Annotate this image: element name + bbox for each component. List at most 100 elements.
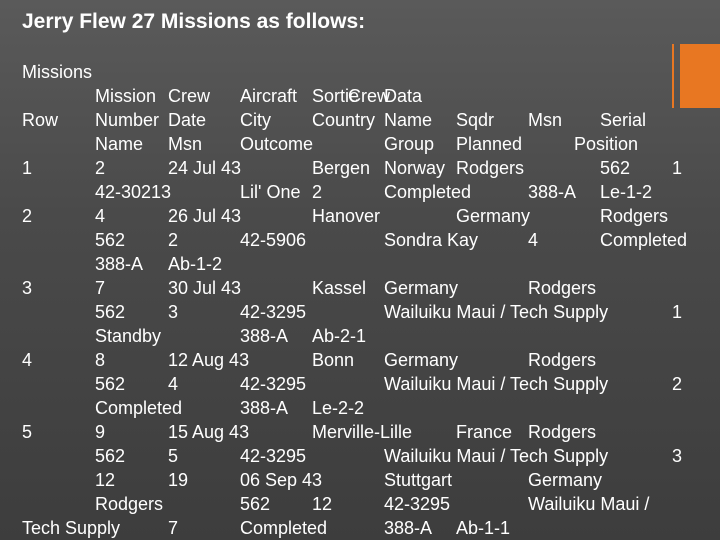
text-word: Stuttgart xyxy=(384,470,453,490)
text-word: 12 Aug 43 xyxy=(168,350,250,370)
text-word: 12 xyxy=(95,470,116,490)
text-word: Sqdr xyxy=(456,110,495,130)
text-word: 24 Jul 43 xyxy=(168,158,242,178)
text-word: Completed xyxy=(384,182,472,202)
text-word: 15 Aug 43 xyxy=(168,422,250,442)
text-word: Ab-2-1 xyxy=(312,326,367,346)
text-word: Crew xyxy=(348,86,391,106)
text-word: Wailuiku Maui / xyxy=(528,494,650,514)
text-word: Rodgers xyxy=(95,494,164,514)
text-word: 2 xyxy=(672,374,683,394)
text-word: 7 xyxy=(168,518,179,538)
text-word: 562 xyxy=(95,374,126,394)
text-word: 3 xyxy=(672,446,683,466)
text-word: 42-3295 xyxy=(240,446,307,466)
text-word: France xyxy=(456,422,513,442)
text-word: 5 xyxy=(22,422,33,442)
text-word: Sortie xyxy=(312,86,360,106)
text-word: 388-A xyxy=(384,518,433,538)
text-word: Wailuiku Maui / Tech Supply xyxy=(384,446,609,466)
text-word: Bonn xyxy=(312,350,355,370)
text-word: Group xyxy=(384,134,435,154)
text-word: 2 xyxy=(95,158,106,178)
text-word: 4 xyxy=(168,374,179,394)
text-word: 388-A xyxy=(528,182,577,202)
text-word: Date xyxy=(168,110,207,130)
text-word: 562 xyxy=(95,446,126,466)
text-word: 2 xyxy=(312,182,323,202)
text-word: 562 xyxy=(600,158,631,178)
slide-title: Jerry Flew 27 Missions as follows: xyxy=(22,10,366,33)
text-word: Bergen xyxy=(312,158,371,178)
text-word: Missions xyxy=(22,62,93,82)
text-word: 3 xyxy=(22,278,33,298)
text-word: 4 xyxy=(528,230,539,250)
text-word: 19 xyxy=(168,470,189,490)
text-word: 562 xyxy=(240,494,271,514)
text-word: Position xyxy=(574,134,639,154)
text-word: Standby xyxy=(95,326,162,346)
text-word: 12 xyxy=(312,494,333,514)
text-word: 06 Sep 43 xyxy=(240,470,323,490)
text-word: 3 xyxy=(168,302,179,322)
text-word: 30 Jul 43 xyxy=(168,278,242,298)
text-word: 388-A xyxy=(240,398,289,418)
text-word: Kassel xyxy=(312,278,367,298)
text-word: 42-3295 xyxy=(240,374,307,394)
text-word: Wailuiku Maui / Tech Supply xyxy=(384,374,609,394)
text-word: Rodgers xyxy=(456,158,525,178)
text-word: 2 xyxy=(168,230,179,250)
accent-block xyxy=(680,44,720,108)
text-word: Rodgers xyxy=(600,206,669,226)
accent-line xyxy=(672,44,674,108)
text-word: 1 xyxy=(22,158,33,178)
text-word: Completed xyxy=(95,398,183,418)
text-word: 1 xyxy=(672,158,683,178)
text-word: Name xyxy=(95,134,144,154)
text-word: Completed xyxy=(600,230,688,250)
text-word: Serial xyxy=(600,110,647,130)
text-word: Germany xyxy=(528,470,603,490)
text-word: 8 xyxy=(95,350,106,370)
text-word: Hanover xyxy=(312,206,381,226)
text-word: Lil' One xyxy=(240,182,301,202)
text-word: 562 xyxy=(95,230,126,250)
text-word: 9 xyxy=(95,422,106,442)
text-word: Name xyxy=(384,110,433,130)
text-word: 26 Jul 43 xyxy=(168,206,242,226)
text-word: Sondra Kay xyxy=(384,230,479,250)
text-word: Crew xyxy=(168,86,211,106)
text-word: Germany xyxy=(384,278,459,298)
text-word: Ab-1-1 xyxy=(456,518,511,538)
text-word: Completed xyxy=(240,518,328,538)
text-word: 388-A xyxy=(240,326,289,346)
text-word: Country xyxy=(312,110,376,130)
text-word: 5 xyxy=(168,446,179,466)
text-word: 42-5906 xyxy=(240,230,307,250)
text-word: Outcome xyxy=(240,134,314,154)
text-word: 4 xyxy=(95,206,106,226)
text-word: Rodgers xyxy=(528,278,597,298)
text-word: Data xyxy=(384,86,423,106)
text-word: Number xyxy=(95,110,160,130)
text-word: Wailuiku Maui / Tech Supply xyxy=(384,302,609,322)
text-word: 562 xyxy=(95,302,126,322)
text-word: Msn xyxy=(168,134,203,154)
text-word: Msn xyxy=(528,110,563,130)
text-word: Norway xyxy=(384,158,446,178)
text-word: Planned xyxy=(456,134,523,154)
text-word: 388-A xyxy=(95,254,144,274)
text-word: Rodgers xyxy=(528,350,597,370)
text-word: City xyxy=(240,110,271,130)
text-word: Rodgers xyxy=(528,422,597,442)
text-word: Merville-Lille xyxy=(312,422,413,442)
text-word: Le-2-2 xyxy=(312,398,365,418)
text-word: Mission xyxy=(95,86,157,106)
text-word: 7 xyxy=(95,278,106,298)
text-word: 4 xyxy=(22,350,33,370)
text-word: 42-3295 xyxy=(384,494,451,514)
text-word: Germany xyxy=(384,350,459,370)
text-word: 42-30213 xyxy=(95,182,172,202)
text-word: 42-3295 xyxy=(240,302,307,322)
text-word: Le-1-2 xyxy=(600,182,653,202)
